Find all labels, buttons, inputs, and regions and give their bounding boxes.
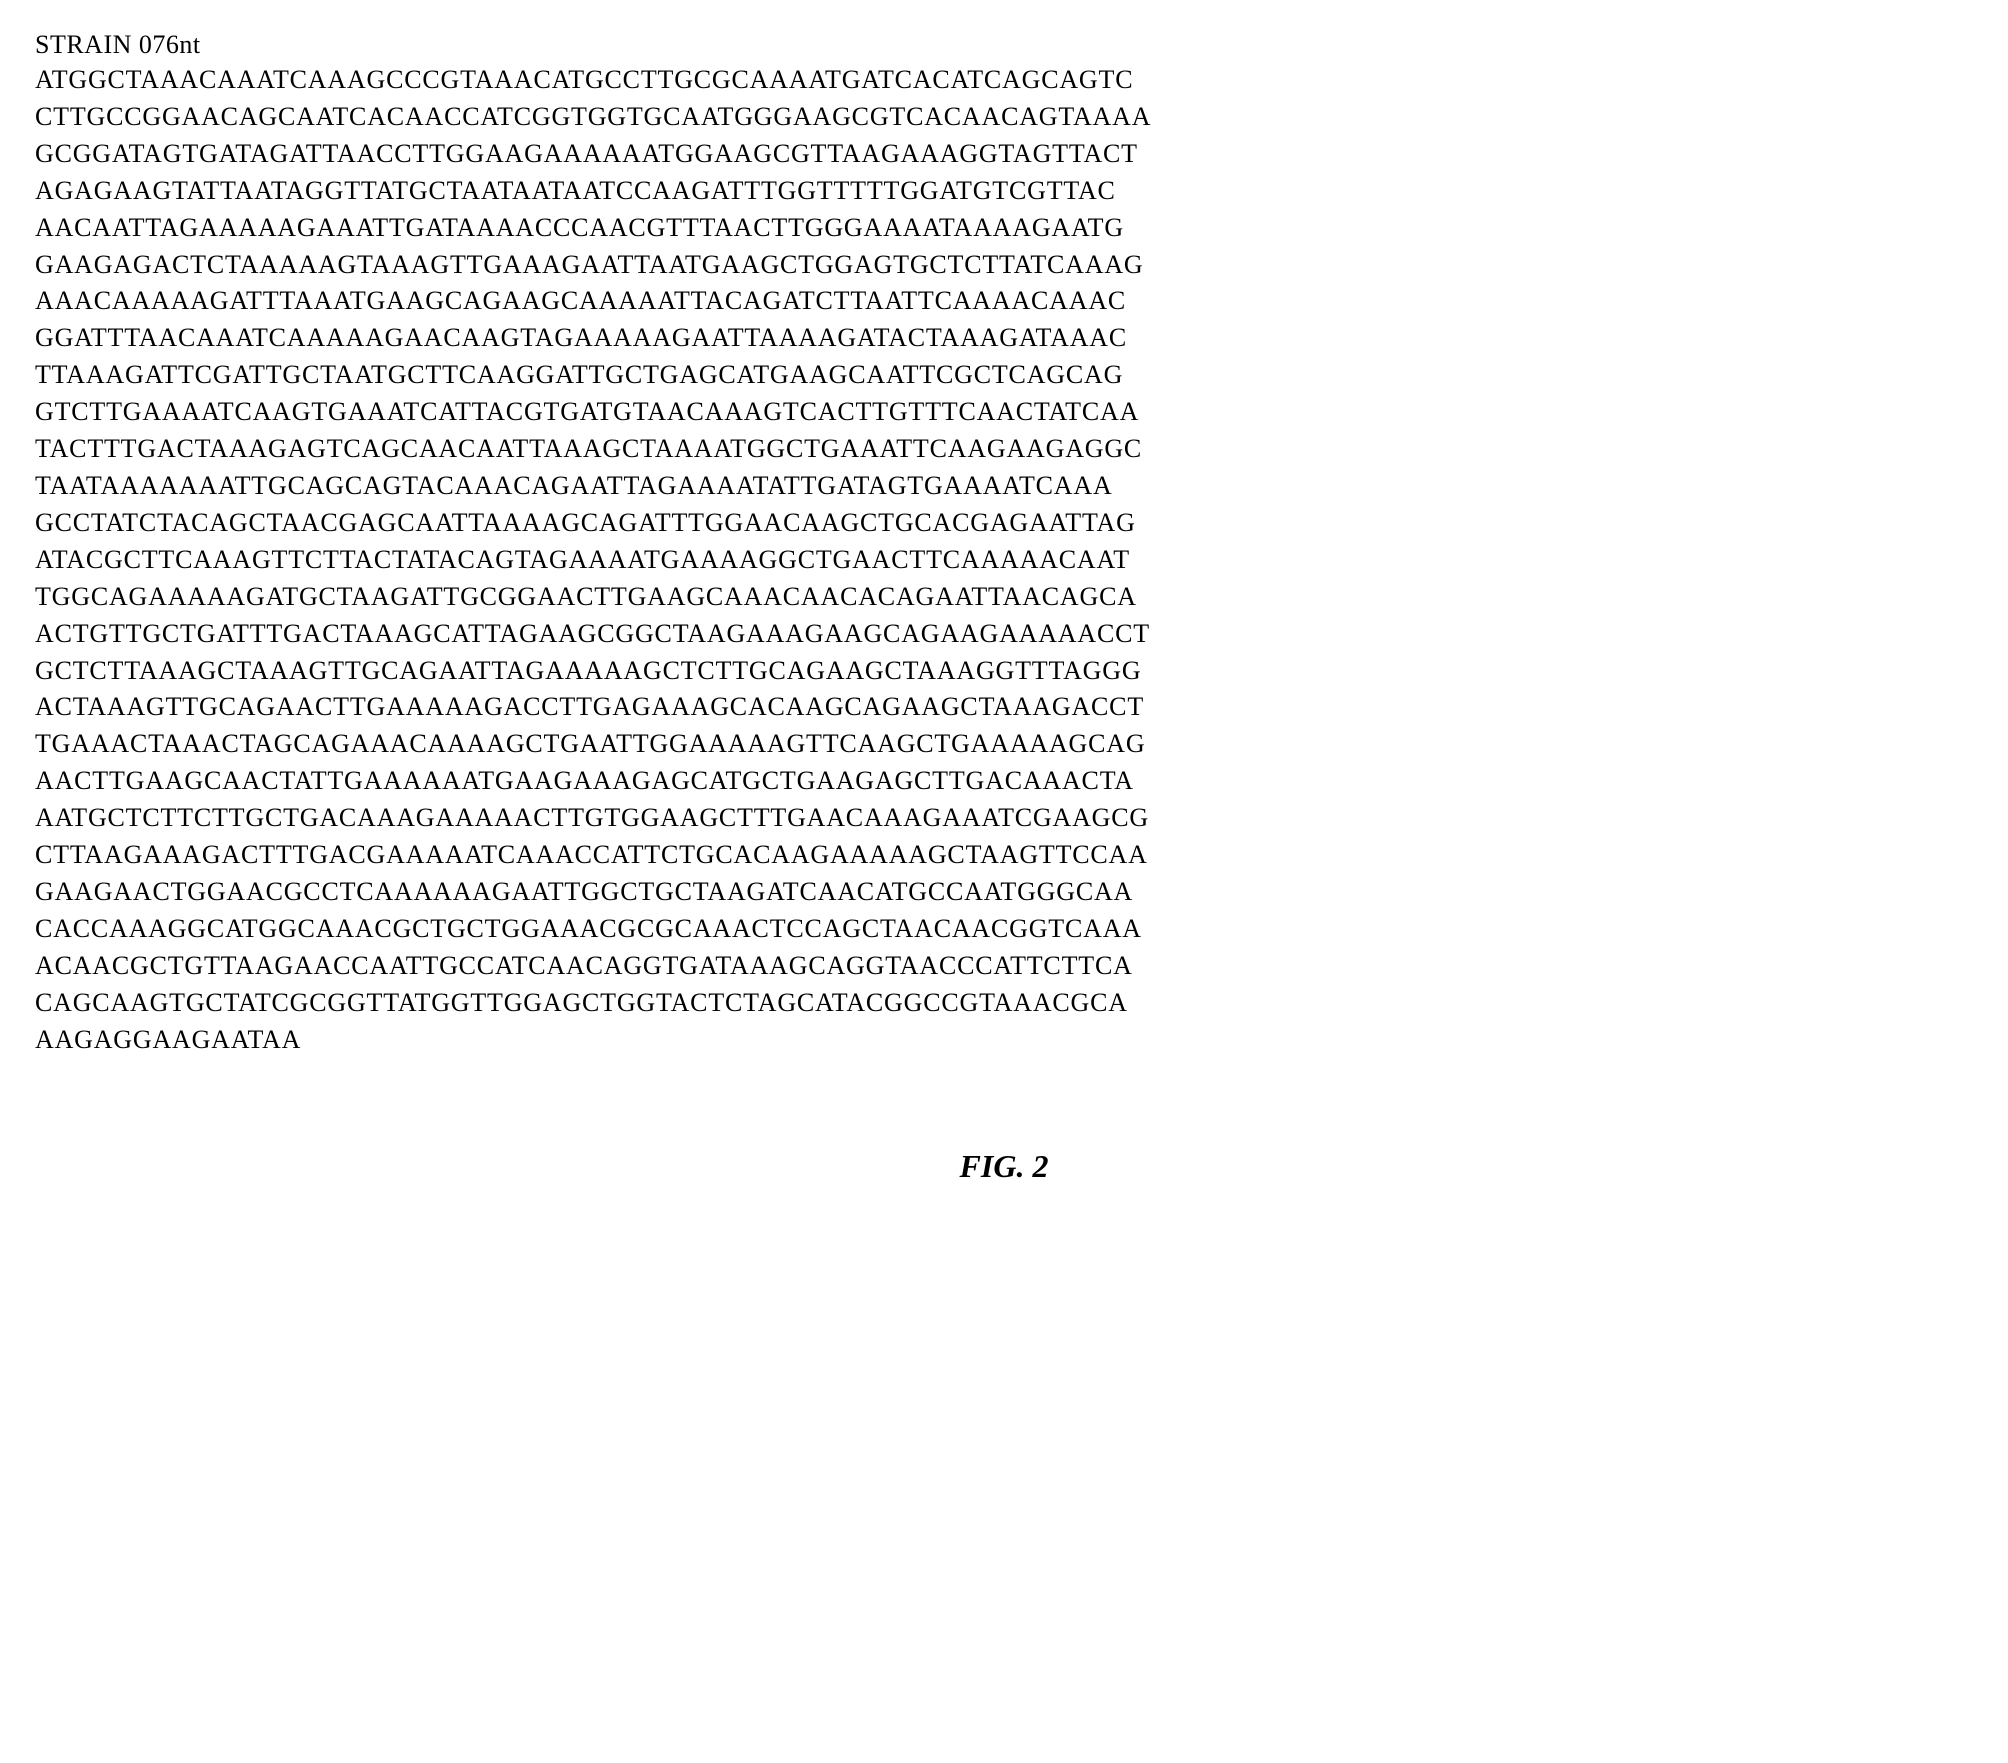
sequence-line: ATACGCTTCAAAGTTCTTACTATACAGTAGAAAATGAAAA… bbox=[35, 542, 1973, 579]
sequence-line: ACTAAAGTTGCAGAACTTGAAAAAGACCTTGAGAAAGCAC… bbox=[35, 689, 1973, 726]
sequence-line: CACCAAAGGCATGGCAAACGCTGCTGGAAACGCGCAAACT… bbox=[35, 911, 1973, 948]
dna-sequence-container: ATGGCTAAACAAATCAAAGCCCGTAAACATGCCTTGCGCA… bbox=[35, 62, 1973, 1058]
sequence-line: ACTGTTGCTGATTTGACTAAAGCATTAGAAGCGGCTAAGA… bbox=[35, 616, 1973, 653]
sequence-line: GCGGATAGTGATAGATTAACCTTGGAAGAAAAAATGGAAG… bbox=[35, 136, 1973, 173]
sequence-line: CAGCAAGTGCTATCGCGGTTATGGTTGGAGCTGGTACTCT… bbox=[35, 985, 1973, 1022]
sequence-line: AAACAAAAAGATTTAAATGAAGCAGAAGCAAAAATTACAG… bbox=[35, 283, 1973, 320]
strain-label: STRAIN 076nt bbox=[35, 30, 1973, 60]
sequence-line: TGAAACTAAACTAGCAGAAACAAAAGCTGAATTGGAAAAA… bbox=[35, 726, 1973, 763]
sequence-line: AATGCTCTTCTTGCTGACAAAGAAAAACTTGTGGAAGCTT… bbox=[35, 800, 1973, 837]
figure-label: FIG. 2 bbox=[35, 1148, 1973, 1185]
sequence-line: GGATTTAACAAATCAAAAAGAACAAGTAGAAAAAGAATTA… bbox=[35, 320, 1973, 357]
sequence-line: AAGAGGAAGAATAA bbox=[35, 1022, 1973, 1059]
sequence-line: CTTGCCGGAACAGCAATCACAACCATCGGTGGTGCAATGG… bbox=[35, 99, 1973, 136]
sequence-line: AACAATTAGAAAAAGAAATTGATAAAACCCAACGTTTAAC… bbox=[35, 210, 1973, 247]
sequence-line: GTCTTGAAAATCAAGTGAAATCATTACGTGATGTAACAAA… bbox=[35, 394, 1973, 431]
sequence-line: ACAACGCTGTTAAGAACCAATTGCCATCAACAGGTGATAA… bbox=[35, 948, 1973, 985]
sequence-line: TAATAAAAAAATTGCAGCAGTACAAACAGAATTAGAAAAT… bbox=[35, 468, 1973, 505]
sequence-line: GAAGAACTGGAACGCCTCAAAAAAGAATTGGCTGCTAAGA… bbox=[35, 874, 1973, 911]
sequence-line: TACTTTGACTAAAGAGTCAGCAACAATTAAAGCTAAAATG… bbox=[35, 431, 1973, 468]
sequence-line: TTAAAGATTCGATTGCTAATGCTTCAAGGATTGCTGAGCA… bbox=[35, 357, 1973, 394]
sequence-line: ATGGCTAAACAAATCAAAGCCCGTAAACATGCCTTGCGCA… bbox=[35, 62, 1973, 99]
sequence-line: CTTAAGAAAGACTTTGACGAAAAATCAAACCATTCTGCAC… bbox=[35, 837, 1973, 874]
sequence-line: GCCTATCTACAGCTAACGAGCAATTAAAAGCAGATTTGGA… bbox=[35, 505, 1973, 542]
sequence-line: AACTTGAAGCAACTATTGAAAAAATGAAGAAAGAGCATGC… bbox=[35, 763, 1973, 800]
sequence-line: GAAGAGACTCTAAAAAGTAAAGTTGAAAGAATTAATGAAG… bbox=[35, 247, 1973, 284]
sequence-line: TGGCAGAAAAAGATGCTAAGATTGCGGAACTTGAAGCAAA… bbox=[35, 579, 1973, 616]
sequence-line: GCTCTTAAAGCTAAAGTTGCAGAATTAGAAAAAGCTCTTG… bbox=[35, 653, 1973, 690]
sequence-line: AGAGAAGTATTAATAGGTTATGCTAATAATAATCCAAGAT… bbox=[35, 173, 1973, 210]
